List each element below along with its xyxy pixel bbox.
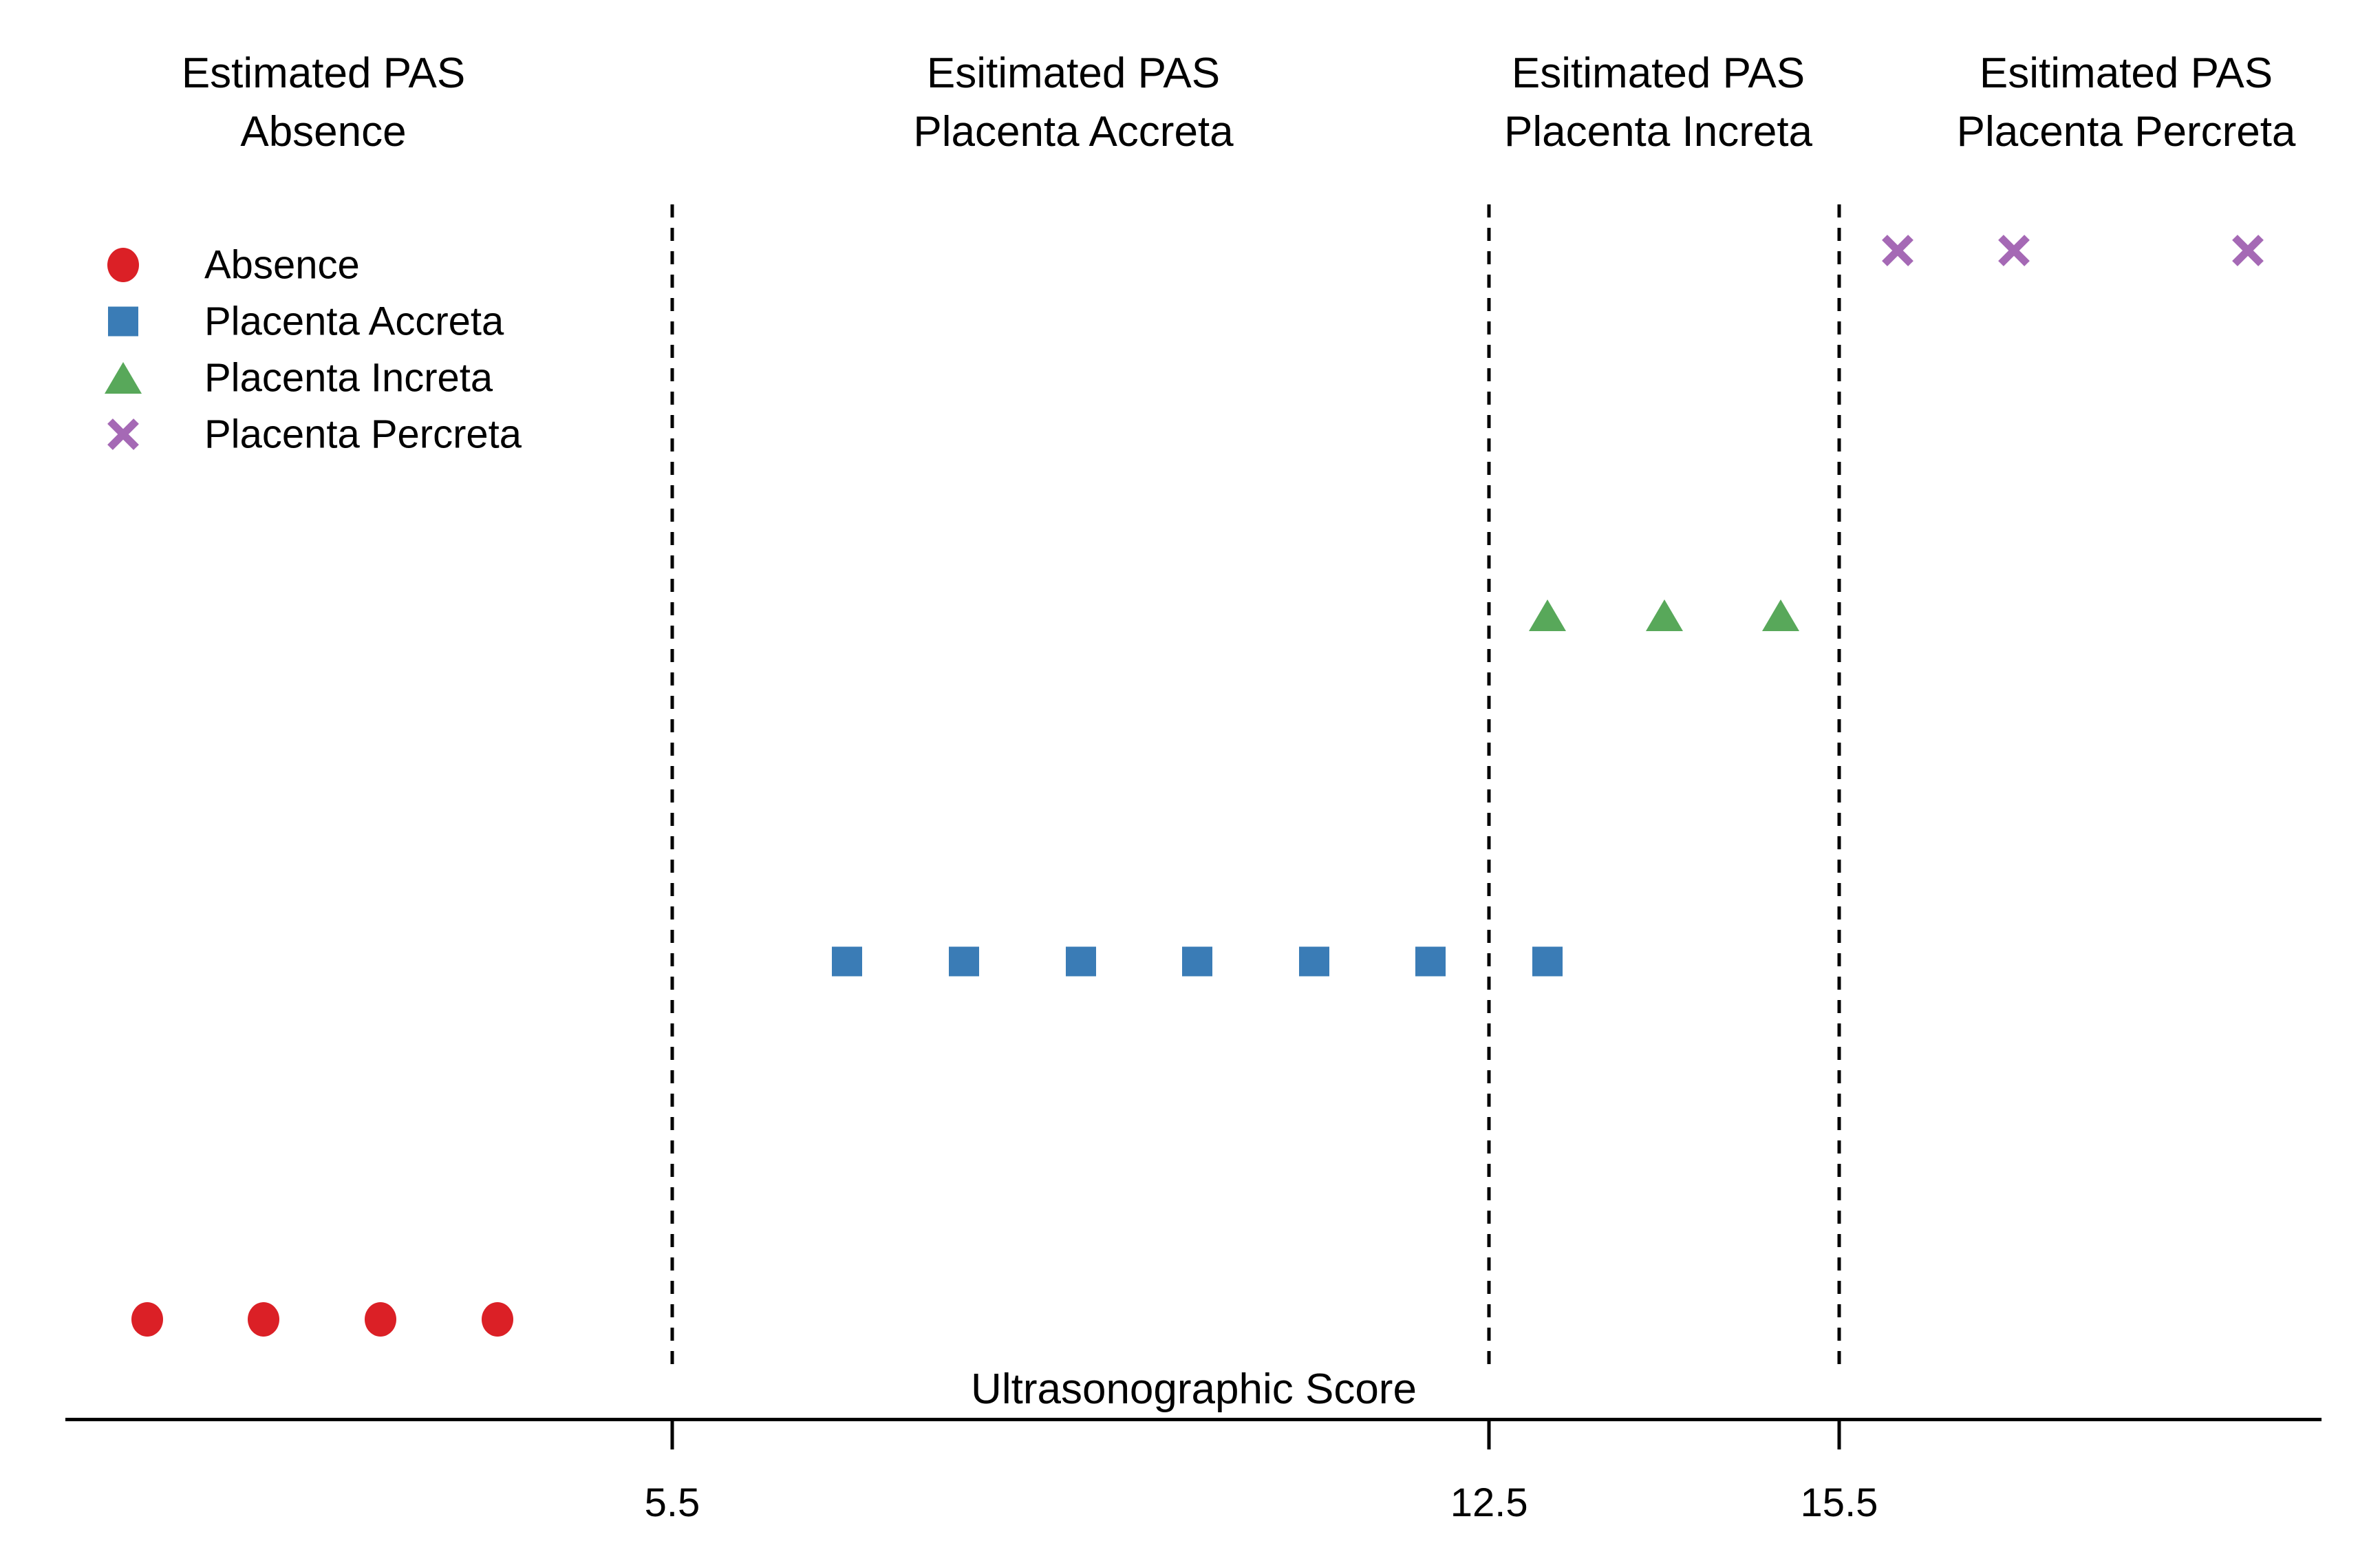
legend-item-placenta-percreta: Placenta Percreta (0, 405, 619, 463)
x-tick-label: 15.5 (1800, 1480, 1878, 1525)
x-marker-icon (106, 417, 140, 451)
data-point-placenta-accreta (1065, 946, 1096, 977)
region-title-line2: Placenta Percreta (1956, 108, 2296, 156)
x-axis-line (65, 1418, 2322, 1421)
legend-label: Placenta Accreta (204, 299, 504, 344)
x-axis-tick (1487, 1419, 1491, 1449)
data-point-placenta-percreta (2231, 233, 2265, 268)
region-title-line1: Esitimated PAS (1511, 50, 1805, 97)
region-title-line2: Absence (240, 108, 407, 156)
data-point-placenta-accreta (1182, 946, 1213, 977)
data-point-placenta-percreta (1997, 233, 2031, 268)
legend-item-placenta-increta: Placenta Increta (0, 349, 619, 407)
region-title-line1: Estimated PAS (181, 50, 466, 97)
region-title-placenta-percreta: Esitimated PAS Placenta Percreta (1957, 44, 2296, 161)
legend-item-absence: Absence (0, 236, 619, 294)
triangle-marker-icon (105, 362, 142, 394)
square-marker-icon (108, 306, 138, 337)
data-point-absence (365, 1302, 396, 1337)
legend-item-placenta-accreta: Placenta Accreta (0, 293, 619, 350)
triangle-marker-icon (105, 362, 142, 394)
region-boundary-dashed-line (670, 204, 674, 1365)
data-point-placenta-accreta (1532, 946, 1563, 977)
data-point-absence (248, 1302, 280, 1337)
region-boundary-dashed-line (1487, 204, 1491, 1365)
circle-marker-icon (107, 248, 139, 282)
data-point-placenta-increta (1762, 599, 1800, 631)
region-title-line2: Placenta Accreta (913, 108, 1234, 156)
data-point-absence (131, 1302, 163, 1337)
region-title-absence: Estimated PAS Absence (182, 44, 465, 161)
data-point-placenta-percreta (1880, 233, 1915, 268)
x-axis-tick (1837, 1419, 1841, 1449)
legend-label: Placenta Increta (204, 355, 493, 401)
circle-marker-icon (107, 248, 139, 282)
region-title-placenta-accreta: Esitimated PAS Placenta Accreta (913, 44, 1233, 161)
data-point-placenta-accreta (1298, 946, 1329, 977)
region-title-line1: Esitimated PAS (926, 50, 1221, 97)
data-point-placenta-accreta (949, 946, 979, 977)
x-marker-icon (106, 417, 140, 451)
data-point-placenta-accreta (1415, 946, 1446, 977)
x-axis-title: Ultrasonographic Score (971, 1365, 1417, 1413)
legend-label: Placenta Percreta (204, 412, 522, 457)
legend-label: Absence (204, 242, 360, 288)
x-axis-tick (670, 1419, 674, 1449)
x-tick-label: 5.5 (644, 1480, 700, 1525)
data-point-placenta-increta (1529, 599, 1566, 631)
data-point-absence (481, 1302, 513, 1337)
region-boundary-dashed-line (1837, 204, 1841, 1365)
region-title-placenta-increta: Esitimated PAS Placenta Increta (1504, 44, 1812, 161)
region-title-line2: Placenta Increta (1503, 108, 1813, 156)
square-marker-icon (108, 306, 138, 337)
region-title-line1: Esitimated PAS (1979, 50, 2273, 97)
data-point-placenta-accreta (832, 946, 863, 977)
data-point-placenta-increta (1645, 599, 1683, 631)
x-tick-label: 12.5 (1450, 1480, 1528, 1525)
